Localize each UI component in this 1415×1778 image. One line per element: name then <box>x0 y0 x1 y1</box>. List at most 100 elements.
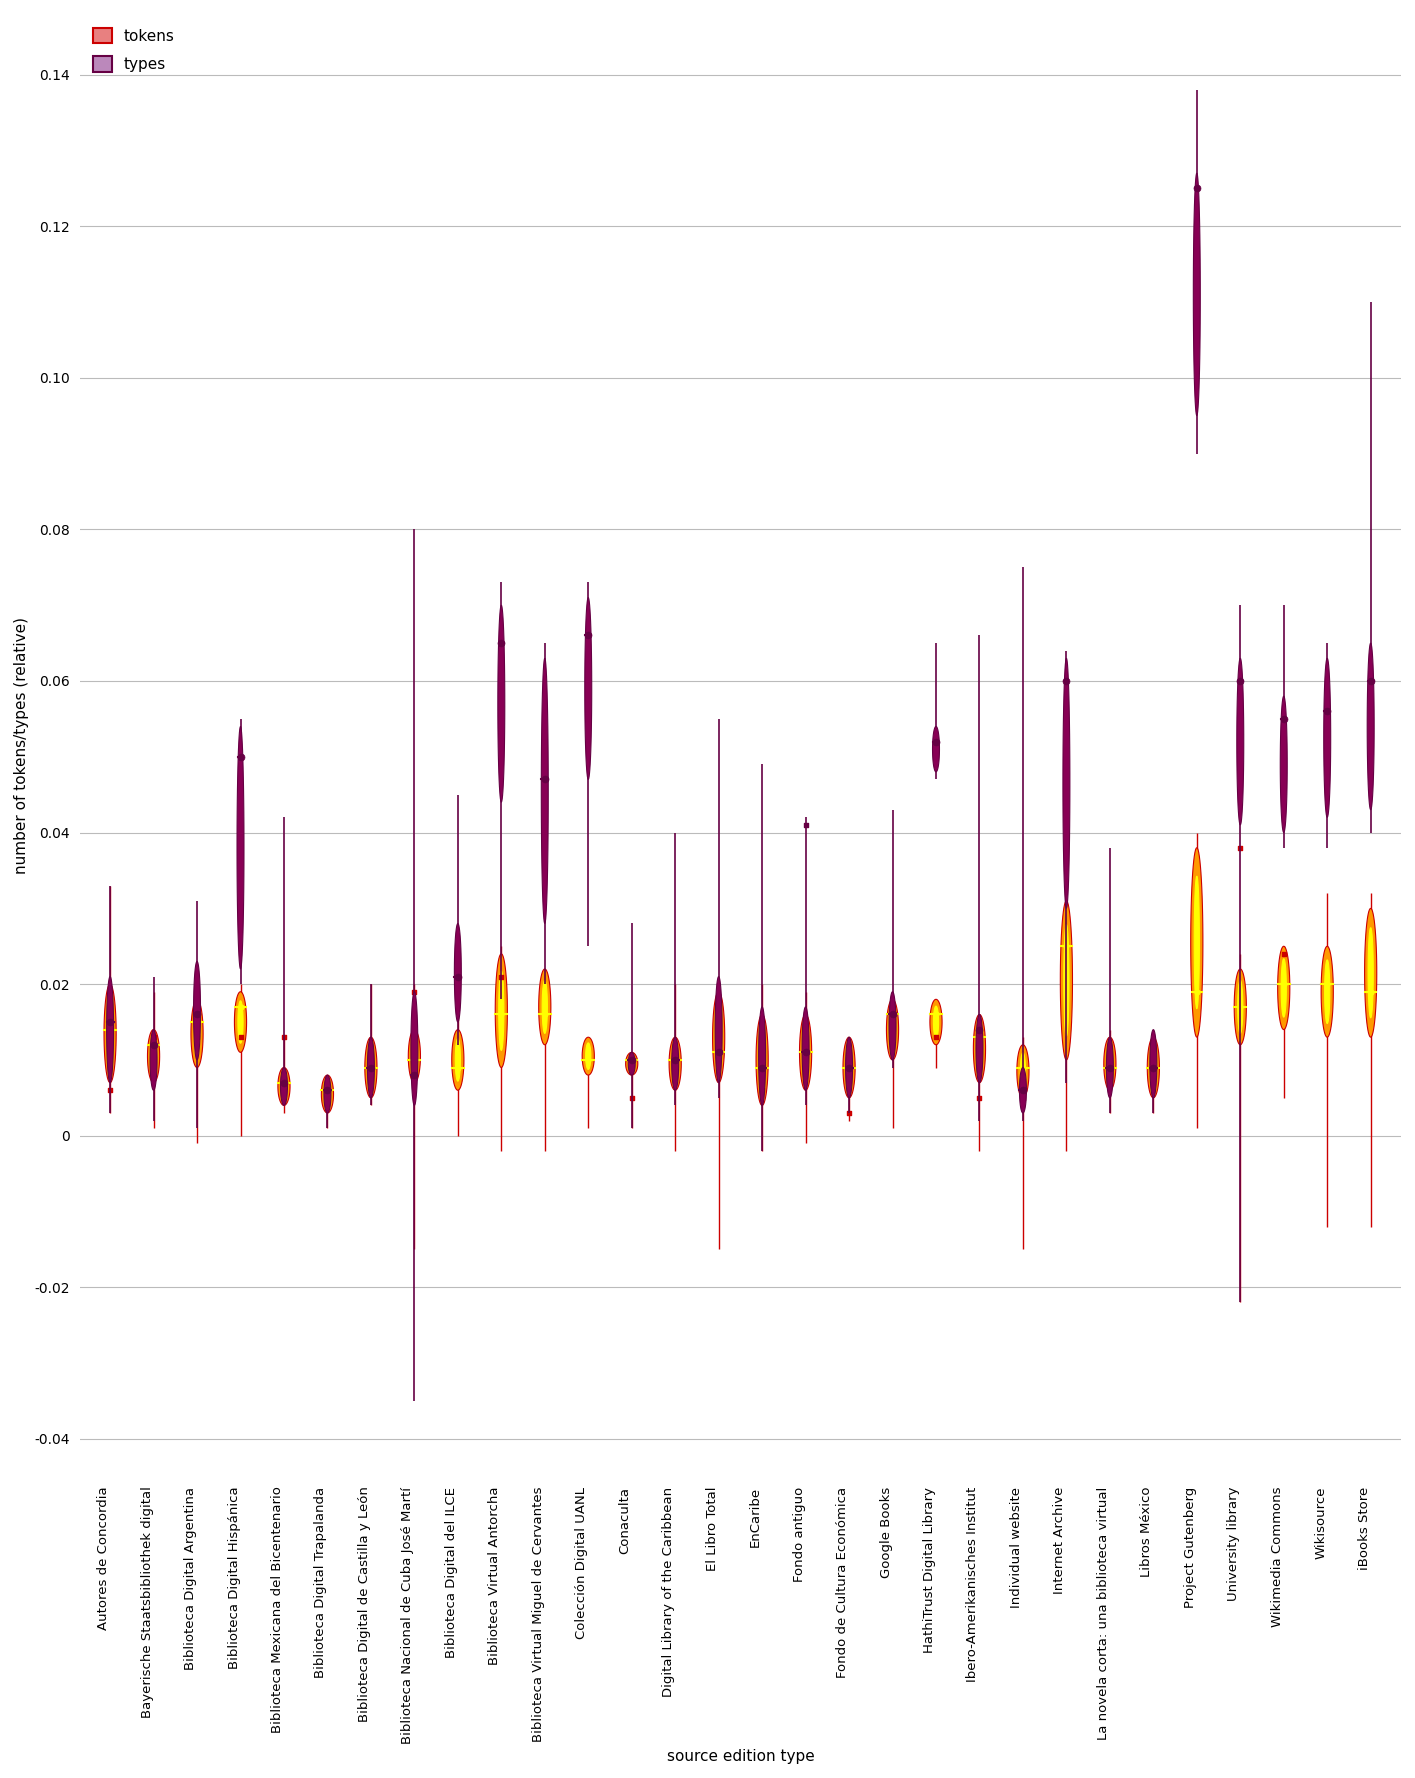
Polygon shape <box>105 985 116 1083</box>
Polygon shape <box>1148 1037 1159 1097</box>
Point <box>273 1069 296 1097</box>
Point <box>838 1053 860 1081</box>
Polygon shape <box>542 658 548 923</box>
Point <box>1316 971 1339 999</box>
Polygon shape <box>713 992 724 1083</box>
Polygon shape <box>582 1037 594 1076</box>
Polygon shape <box>1194 877 1200 1008</box>
Point <box>1012 1083 1034 1111</box>
Point <box>1098 1053 1121 1081</box>
Polygon shape <box>191 999 204 1067</box>
Point <box>794 1038 816 1067</box>
Point <box>924 1022 947 1051</box>
Polygon shape <box>1019 1067 1026 1113</box>
Polygon shape <box>368 1037 375 1097</box>
Point <box>1056 932 1078 960</box>
Polygon shape <box>889 992 896 1060</box>
Point <box>751 1053 774 1081</box>
Point <box>1012 1076 1034 1104</box>
Polygon shape <box>1364 909 1377 1037</box>
Polygon shape <box>1107 1037 1114 1097</box>
Polygon shape <box>1322 946 1333 1037</box>
Polygon shape <box>843 1037 855 1097</box>
Polygon shape <box>498 605 505 802</box>
Point <box>664 1045 686 1074</box>
Polygon shape <box>1238 980 1242 1033</box>
Point <box>1098 1053 1121 1081</box>
Point <box>1186 174 1208 203</box>
Point <box>968 1015 990 1044</box>
Point <box>1272 939 1295 967</box>
Point <box>447 1053 470 1081</box>
Polygon shape <box>194 962 201 1060</box>
Polygon shape <box>934 1006 938 1038</box>
Polygon shape <box>365 1037 376 1097</box>
Point <box>882 1001 904 1029</box>
Polygon shape <box>542 980 548 1033</box>
Point <box>447 962 470 990</box>
Polygon shape <box>976 1015 983 1083</box>
Point <box>1360 978 1382 1006</box>
Polygon shape <box>454 923 461 1022</box>
Polygon shape <box>1324 658 1330 818</box>
Polygon shape <box>147 1029 160 1083</box>
Point <box>403 978 426 1006</box>
Polygon shape <box>932 727 940 772</box>
Polygon shape <box>669 1037 681 1090</box>
Polygon shape <box>846 1037 852 1097</box>
Polygon shape <box>625 1053 638 1076</box>
Point <box>185 1008 208 1037</box>
Polygon shape <box>1324 960 1330 1024</box>
Polygon shape <box>151 1038 156 1074</box>
Point <box>794 811 816 839</box>
Polygon shape <box>1281 697 1288 832</box>
Point <box>577 1045 600 1074</box>
Polygon shape <box>495 953 508 1067</box>
Point <box>316 1076 338 1104</box>
Point <box>143 1031 166 1060</box>
Point <box>185 1001 208 1029</box>
Point <box>143 1031 166 1060</box>
Point <box>490 1001 512 1029</box>
Point <box>533 765 556 793</box>
Point <box>1360 667 1382 695</box>
Polygon shape <box>976 1024 982 1072</box>
Legend: tokens, types: tokens, types <box>88 21 181 78</box>
Point <box>620 1083 642 1111</box>
Polygon shape <box>238 1001 243 1044</box>
Polygon shape <box>1150 1029 1157 1097</box>
Polygon shape <box>194 1010 200 1058</box>
Polygon shape <box>758 1006 766 1106</box>
Polygon shape <box>802 1006 809 1090</box>
Point <box>620 1045 642 1074</box>
Point <box>99 1076 122 1104</box>
Polygon shape <box>412 1038 417 1074</box>
Point <box>1230 667 1252 695</box>
Point <box>229 1022 252 1051</box>
Point <box>229 743 252 772</box>
Polygon shape <box>628 1053 635 1076</box>
Polygon shape <box>974 1015 986 1083</box>
Point <box>273 1069 296 1097</box>
Polygon shape <box>930 999 942 1045</box>
Point <box>316 1076 338 1104</box>
Polygon shape <box>282 1074 287 1101</box>
Polygon shape <box>238 727 243 969</box>
Polygon shape <box>1060 901 1073 1060</box>
Polygon shape <box>410 992 417 1106</box>
Polygon shape <box>846 1045 852 1088</box>
Polygon shape <box>584 597 591 779</box>
Polygon shape <box>321 1076 334 1113</box>
Point <box>924 1001 947 1029</box>
Point <box>1142 1053 1165 1081</box>
Point <box>664 1045 686 1074</box>
Polygon shape <box>106 976 113 1083</box>
Point <box>620 1045 642 1074</box>
Polygon shape <box>108 999 113 1069</box>
Point <box>794 1038 816 1067</box>
Polygon shape <box>799 1015 812 1090</box>
Y-axis label: number of tokens/types (relative): number of tokens/types (relative) <box>14 617 28 873</box>
X-axis label: source edition type: source edition type <box>666 1750 814 1764</box>
Polygon shape <box>1104 1037 1116 1090</box>
Point <box>882 1001 904 1029</box>
